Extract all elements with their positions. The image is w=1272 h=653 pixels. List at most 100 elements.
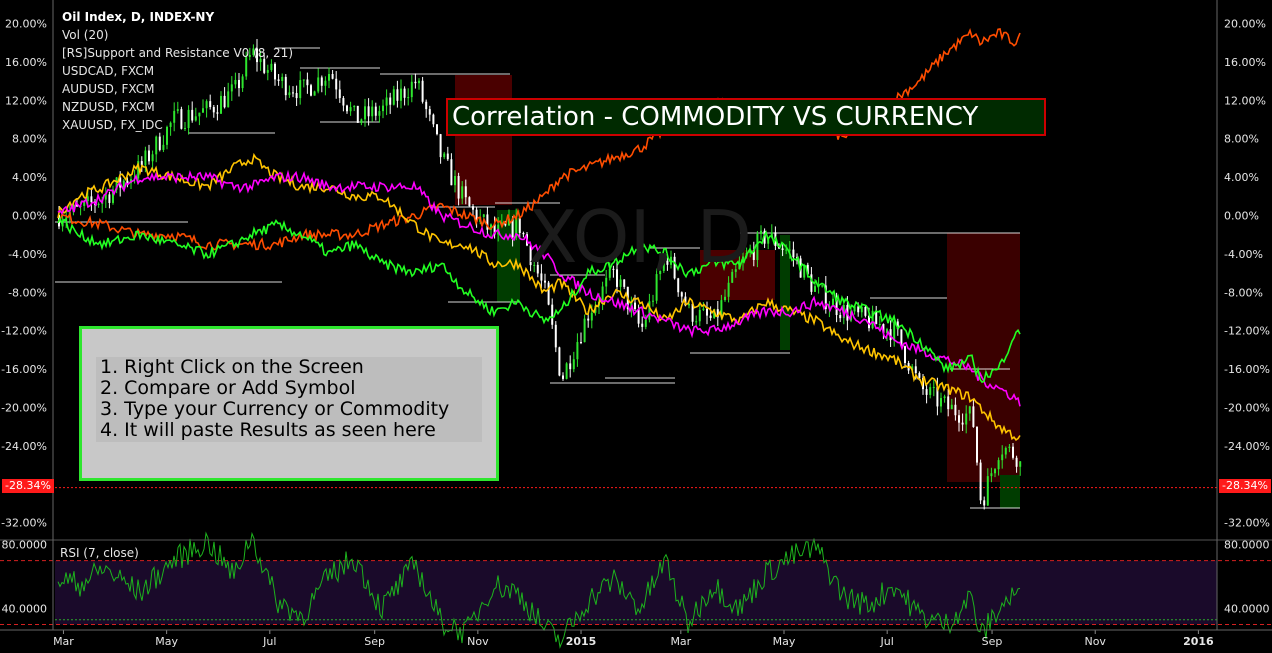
oil-candle-body	[468, 197, 471, 207]
oil-candle-body	[900, 329, 903, 347]
oil-candle-body	[400, 88, 402, 101]
oil-candle-body	[684, 296, 687, 306]
oil-candle-body	[781, 248, 784, 250]
oil-candle-body	[259, 58, 262, 63]
oil-candle-body	[155, 136, 158, 155]
oil-candle-body	[252, 48, 255, 55]
sr-zone	[700, 250, 775, 300]
correlation-title: Correlation - COMMODITY VS CURRENCY	[452, 102, 979, 132]
oil-candle-body	[655, 274, 658, 301]
oil-candle-body	[277, 79, 280, 81]
oil-candle-body	[727, 282, 730, 297]
x-tick-label: 2015	[566, 635, 597, 648]
oil-candle-body	[76, 204, 78, 207]
oil-candle-body	[997, 460, 1000, 470]
oil-candle-body	[216, 112, 219, 114]
legend-audusd[interactable]: AUDUSD, FXCM	[62, 82, 155, 96]
oil-candle-body	[1012, 446, 1014, 458]
oil-candle-body	[677, 278, 680, 293]
oil-candle-body	[983, 500, 986, 506]
oil-candle-body	[742, 256, 744, 263]
oil-candle-body	[335, 78, 338, 90]
oil-candle-body	[198, 112, 201, 117]
legend-xauusd[interactable]: XAUUSD, FX_IDC	[62, 118, 163, 132]
oil-candle-body	[389, 97, 392, 105]
oil-candle-body	[238, 79, 240, 89]
rsi-line	[57, 531, 1021, 649]
x-tick-label: Nov	[467, 635, 489, 648]
oil-candle-body	[205, 101, 208, 109]
rsi-tick-label-right: 80.0000	[1224, 539, 1270, 552]
y-tick-label-left: -24.00%	[1, 440, 47, 453]
oil-candle-body	[518, 217, 521, 233]
oil-candle-body	[637, 309, 640, 324]
oil-candle-body	[436, 124, 438, 135]
legend-support-resistance[interactable]: [RS]Support and Resistance V0 (8, 21)	[62, 46, 293, 60]
oil-candle-body	[562, 375, 564, 379]
oil-candle-body	[230, 84, 233, 92]
oil-candle-body	[274, 63, 276, 80]
oil-candle-body	[936, 386, 939, 407]
oil-candle-body	[148, 150, 150, 162]
oil-candle-body	[140, 161, 143, 166]
oil-candle-body	[760, 230, 762, 234]
oil-candle-body	[770, 232, 773, 238]
oil-candle-body	[616, 269, 618, 287]
oil-candle-body	[994, 469, 996, 474]
oil-candle-body	[659, 270, 662, 275]
oil-candle-body	[256, 48, 258, 63]
oil-candle-body	[284, 76, 287, 96]
instruction-step: 4. It will paste Results as seen here	[100, 419, 436, 441]
y-tick-label-right: 4.00%	[1224, 171, 1259, 184]
oil-candle-body	[587, 318, 590, 321]
oil-candle-body	[454, 175, 456, 186]
oil-candle-body	[220, 95, 222, 114]
oil-candle-body	[234, 79, 237, 85]
oil-candle-body	[558, 347, 561, 376]
oil-candle-body	[385, 97, 388, 106]
oil-candle-body	[414, 81, 417, 84]
oil-candle-body	[918, 373, 921, 378]
oil-candle-body	[122, 180, 125, 188]
y-tick-label-left: 0.00%	[12, 210, 47, 223]
oil-candle-body	[893, 321, 896, 341]
oil-candle-body	[821, 285, 824, 287]
rsi-label[interactable]: RSI (7, close)	[60, 546, 139, 560]
oil-candle-body	[162, 144, 165, 150]
oil-candle-body	[472, 206, 474, 210]
oil-candle-body	[986, 476, 989, 506]
oil-candle-body	[954, 404, 957, 416]
oil-candle-body	[176, 109, 179, 111]
oil-candle-body	[500, 222, 503, 225]
oil-candle-body	[302, 79, 305, 81]
oil-candle-body	[490, 224, 492, 230]
oil-candle-body	[421, 80, 424, 102]
oil-candle-body	[126, 180, 129, 184]
oil-candle-body	[763, 230, 766, 244]
legend-usdcad[interactable]: USDCAD, FXCM	[62, 64, 155, 78]
oil-candle-body	[734, 269, 737, 272]
oil-candle-body	[868, 315, 870, 329]
y-tick-label-right: -12.00%	[1224, 325, 1270, 338]
y-tick-label-right: -8.00%	[1224, 286, 1263, 299]
oil-candle-body	[1015, 457, 1018, 467]
oil-candle-body	[180, 109, 183, 129]
oil-candle-body	[914, 366, 917, 374]
legend-volume[interactable]: Vol (20)	[62, 28, 109, 42]
oil-candle-body	[248, 54, 251, 58]
oil-candle-body	[925, 389, 928, 395]
y-tick-label-left: -12.00%	[1, 325, 47, 338]
oil-candle-body	[511, 218, 514, 238]
oil-candle-body	[97, 203, 100, 205]
oil-candle-body	[410, 81, 413, 98]
oil-candle-body	[187, 109, 190, 128]
oil-candle-body	[853, 306, 856, 312]
legend-main-series[interactable]: Oil Index, D, INDEX-NY	[62, 10, 215, 24]
x-tick-label: Jul	[262, 635, 276, 648]
legend-nzdusd[interactable]: NZDUSD, FXCM	[62, 100, 155, 114]
oil-candle-body	[709, 315, 712, 318]
oil-candle-body	[666, 260, 669, 265]
y-tick-label-right: 16.00%	[1224, 56, 1266, 69]
oil-candle-body	[878, 324, 881, 326]
